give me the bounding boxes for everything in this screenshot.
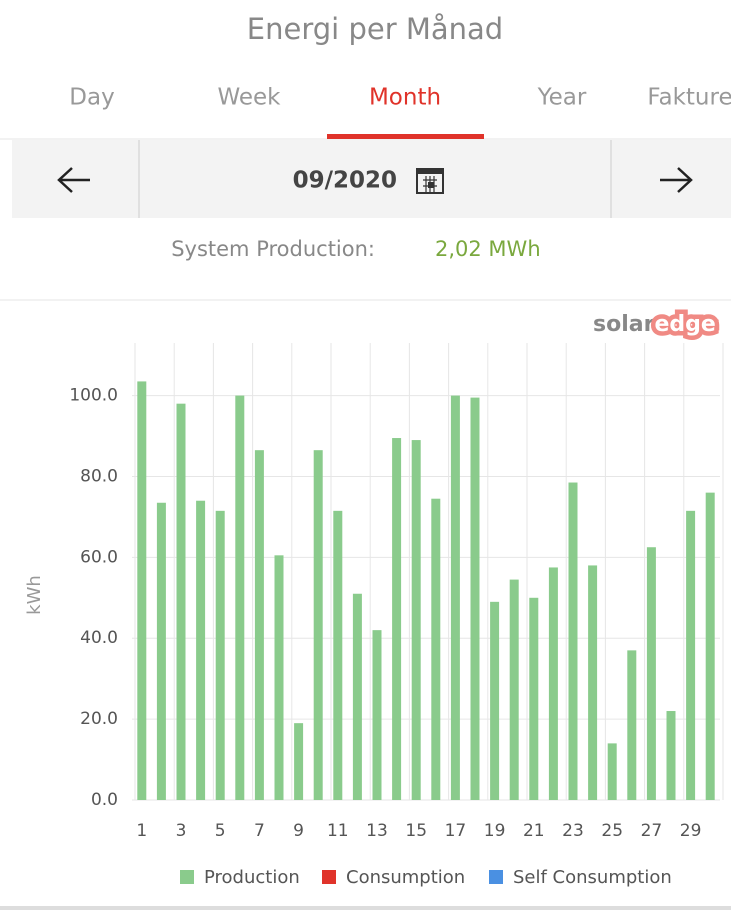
bar [137,381,147,800]
bar [666,711,676,800]
bar [627,650,637,800]
bar [196,500,206,800]
bar [646,547,656,800]
x-tick-label: 21 [523,821,545,841]
logo: solaredge [593,312,716,337]
bar [392,438,402,800]
y-tick-label: 60.0 [80,547,118,567]
x-tick-label: 13 [366,821,388,841]
bar [470,397,480,800]
x-tick-label: 29 [680,821,702,841]
x-tick-label: 9 [293,821,304,841]
x-tick-label: 25 [601,821,623,841]
bar [450,395,460,800]
x-tick-label: 5 [215,821,226,841]
y-tick-label: 20.0 [80,709,118,729]
x-tick-label: 1 [136,821,147,841]
legend-swatch [180,870,194,884]
legend-swatch [489,870,503,884]
tab[interactable]: Week [217,85,281,111]
bar [411,440,421,800]
page-title: Energi per Månad [247,12,503,46]
bar [686,510,696,800]
tab[interactable]: Year [537,85,587,111]
bar [588,565,598,800]
bar [548,567,558,800]
bar [235,395,245,800]
tab[interactable]: Month [369,85,441,111]
y-axis-title: kWh [24,575,45,615]
calendar-icon[interactable] [416,168,444,194]
bar [705,492,715,800]
legend-label: Consumption [346,867,465,888]
x-tick-label: 19 [484,821,506,841]
x-tick-label: 3 [176,821,187,841]
x-tick-label: 17 [445,821,467,841]
prev-button[interactable] [57,167,90,193]
bar [313,450,323,800]
logo-part: solar [593,312,655,337]
legend-label: Self Consumption [513,867,672,888]
summary-value: 2,02 MWh [435,237,541,261]
x-tick-label: 23 [562,821,584,841]
bar [254,450,264,800]
bar [294,723,304,800]
summary-label: System Production: [171,237,375,261]
x-tick-label: 11 [327,821,349,841]
bar [333,510,343,800]
bar [372,630,382,800]
active-tab-indicator [327,134,484,139]
frame [0,906,731,910]
x-tick-label: 15 [405,821,427,841]
bar [156,502,166,800]
legend-swatch [322,870,336,884]
bar [431,498,441,800]
bar [274,555,284,800]
y-tick-label: 40.0 [80,628,118,648]
tab[interactable]: Day [69,85,114,111]
bar [509,579,519,800]
logo-part: edge [654,312,715,337]
x-tick-label: 7 [254,821,265,841]
next-button[interactable] [660,167,693,193]
legend-label: Production [204,867,300,888]
tab-bar: Day Week Month Year Fakture [69,85,731,111]
bar [352,593,362,800]
bar [215,510,225,800]
y-tick-label: 0.0 [91,790,118,810]
summary-label: System Production: [171,237,375,261]
bar [529,597,539,800]
y-tick-label: 100.0 [69,386,118,406]
bar [568,482,578,800]
bar [607,743,617,800]
bar [490,601,500,800]
y-tick-label: 80.0 [80,466,118,486]
date-label[interactable]: 09/2020 [293,168,397,194]
x-tick-label: 27 [641,821,663,841]
tab[interactable]: Fakture [647,85,731,111]
bar [176,403,186,800]
